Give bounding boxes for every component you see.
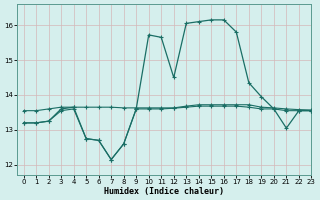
X-axis label: Humidex (Indice chaleur): Humidex (Indice chaleur)	[104, 187, 224, 196]
